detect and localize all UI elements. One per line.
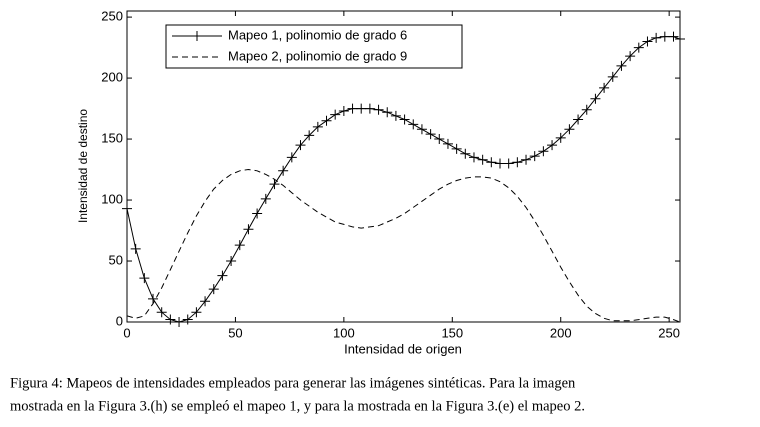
y-tick-label: 250 [101, 9, 123, 24]
marker [408, 119, 419, 130]
marker [668, 31, 679, 42]
marker [590, 93, 601, 104]
marker [200, 296, 211, 307]
marker [174, 317, 185, 327]
marker [573, 114, 584, 125]
marker [347, 103, 358, 114]
marker [442, 138, 453, 149]
marker [486, 157, 497, 168]
marker [521, 154, 532, 165]
x-tick-label: 0 [123, 325, 130, 340]
caption-line: mostrada en la Figura 3.(h) se empleó el… [10, 398, 585, 414]
marker [538, 146, 549, 157]
marker [269, 179, 280, 190]
marker [208, 284, 219, 295]
marker [416, 124, 427, 135]
marker [468, 152, 479, 163]
marker [529, 151, 540, 162]
marker [304, 130, 315, 141]
marker [382, 107, 393, 118]
marker [234, 240, 245, 251]
y-tick-label: 0 [116, 313, 123, 328]
marker [278, 165, 289, 176]
marker [547, 140, 558, 151]
marker [226, 256, 237, 267]
caption-line: Figura 4: Mapeos de intensidades emplead… [10, 375, 576, 391]
marker [191, 307, 202, 318]
marker [495, 158, 506, 169]
x-axis-label: Intensidad de origen [344, 341, 462, 356]
marker [477, 154, 488, 165]
legend-label: Mapeo 1, polinomio de grado 6 [228, 27, 407, 42]
x-tick-label: 50 [228, 325, 242, 340]
marker [148, 293, 159, 304]
marker [330, 109, 341, 120]
marker [286, 152, 297, 163]
x-tick-label: 200 [550, 325, 572, 340]
marker [651, 32, 662, 43]
marker [460, 148, 471, 159]
marker [338, 106, 349, 117]
marker [581, 104, 592, 115]
x-tick-label: 150 [441, 325, 463, 340]
marker [165, 314, 176, 325]
marker [295, 140, 306, 151]
marker [675, 34, 685, 45]
marker [139, 273, 150, 284]
marker [434, 134, 445, 145]
plot-frame [126, 10, 681, 323]
marker [625, 51, 636, 62]
marker [399, 114, 410, 125]
y-tick-label: 50 [109, 252, 123, 267]
legend-box [165, 24, 463, 69]
marker [425, 129, 436, 140]
marker [312, 121, 323, 132]
legend-marker [192, 31, 202, 41]
marker [599, 82, 610, 93]
x-tick-label: 100 [333, 325, 355, 340]
y-tick-label: 100 [101, 191, 123, 206]
marker [503, 158, 514, 169]
marker [156, 307, 167, 318]
marker [373, 104, 384, 115]
series-line [126, 36, 681, 323]
marker [243, 224, 254, 235]
marker [364, 103, 375, 114]
marker [130, 243, 141, 254]
marker [555, 132, 566, 143]
marker [512, 157, 523, 168]
marker [217, 270, 228, 281]
legend-label: Mapeo 2, polinomio de grado 9 [228, 48, 407, 63]
marker [122, 203, 132, 214]
marker [633, 42, 644, 53]
marker [321, 115, 332, 126]
marker [642, 36, 653, 47]
marker [356, 103, 367, 114]
series-line [126, 168, 681, 323]
marker [252, 208, 263, 219]
marker [564, 124, 575, 135]
marker [182, 314, 193, 325]
marker [616, 60, 627, 71]
marker [607, 71, 618, 82]
marker [260, 193, 271, 204]
y-tick-label: 200 [101, 70, 123, 85]
y-tick-label: 150 [101, 130, 123, 145]
marker [390, 110, 401, 121]
marker [659, 31, 670, 42]
y-axis-label: Intensidad de destino [76, 109, 90, 223]
marker [451, 143, 462, 154]
x-tick-label: 250 [658, 325, 680, 340]
